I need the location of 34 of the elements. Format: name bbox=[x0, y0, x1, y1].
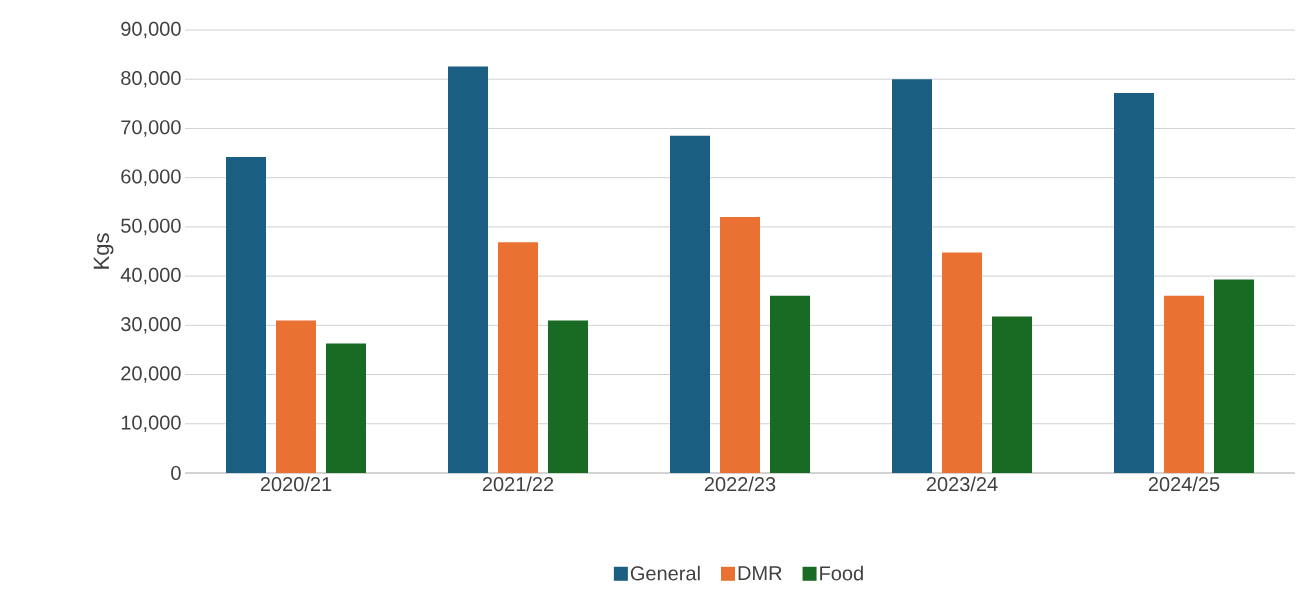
legend-label: Food bbox=[820, 565, 863, 581]
y-tick-label: 60,000 bbox=[121, 169, 181, 186]
bar bbox=[942, 252, 982, 473]
y-tick-label: 30,000 bbox=[121, 317, 181, 334]
bar bbox=[276, 320, 317, 473]
y-tick-label: 50,000 bbox=[121, 218, 181, 236]
bar bbox=[992, 316, 1032, 473]
y-tick-label: 0 bbox=[171, 465, 181, 481]
x-tick-label: 2021/22 bbox=[482, 476, 554, 492]
x-tick-label: 2022/23 bbox=[704, 476, 776, 492]
bar bbox=[720, 217, 760, 473]
y-tick-label: 10,000 bbox=[121, 415, 181, 433]
x-tick-label: 2020/21 bbox=[260, 476, 332, 492]
y-tick-label: 20,000 bbox=[121, 366, 181, 383]
bar bbox=[670, 135, 711, 473]
bar bbox=[1164, 295, 1204, 473]
bar bbox=[448, 66, 489, 473]
y-tick-label: 90,000 bbox=[121, 21, 181, 39]
bar bbox=[226, 156, 267, 473]
bar bbox=[326, 343, 367, 473]
bar bbox=[892, 79, 932, 473]
bar bbox=[498, 242, 539, 473]
y-tick-label: 80,000 bbox=[121, 70, 181, 88]
bar bbox=[548, 320, 589, 473]
x-tick-label: 2024/25 bbox=[1148, 476, 1220, 492]
legend-label: General bbox=[630, 565, 700, 581]
x-tick-label: 2023/24 bbox=[926, 476, 998, 492]
y-tick-label: 40,000 bbox=[120, 267, 181, 285]
bar bbox=[1114, 93, 1154, 473]
bar bbox=[1214, 279, 1254, 473]
y-tick-label: 70,000 bbox=[121, 120, 181, 137]
y-axis-title: Kgs bbox=[93, 233, 114, 269]
bar bbox=[770, 295, 811, 473]
legend-label: DMR bbox=[738, 566, 782, 580]
